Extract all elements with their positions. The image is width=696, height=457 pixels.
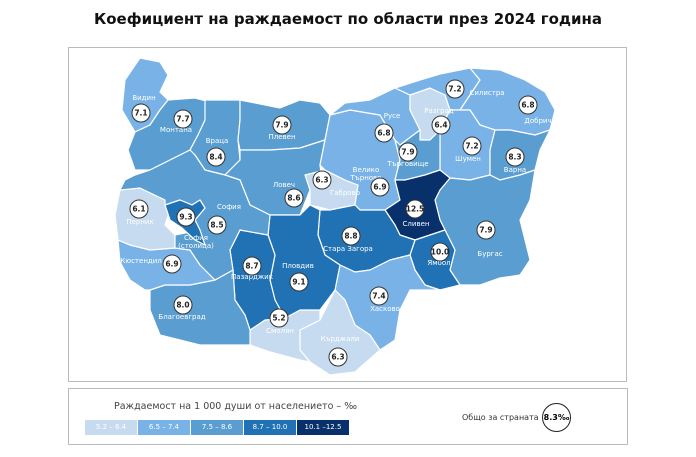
value-circle — [207, 215, 227, 235]
region-name: Варна — [504, 166, 526, 174]
page-title: Коефициент на раждаемост по области през… — [93, 10, 603, 28]
value-circle — [405, 199, 425, 219]
region-value: 8.3 — [508, 153, 521, 162]
region-name: Габрово — [330, 189, 360, 197]
region-name: Велико — [353, 166, 380, 174]
region-value: 7.9 — [479, 226, 492, 235]
region-value: 9.1 — [292, 278, 305, 287]
region-name: Търговище — [386, 160, 428, 168]
region-name: Смолян — [266, 327, 294, 335]
value-circle — [176, 207, 196, 227]
region-value: 6.4 — [434, 121, 447, 130]
value-circle — [476, 220, 496, 240]
region-value: 6.3 — [315, 176, 328, 185]
value-circle — [328, 347, 348, 367]
value-circle — [462, 136, 482, 156]
value-circle — [430, 242, 450, 262]
region-name: Пазарджик — [231, 273, 273, 281]
value-circle — [312, 170, 332, 190]
region-value: 8.7 — [245, 262, 258, 271]
region-value: 5.2 — [272, 314, 285, 323]
region-value: 12.5 — [406, 205, 425, 214]
region-name: Монтана — [160, 126, 192, 134]
value-circle — [369, 286, 389, 306]
region-name: Плевен — [268, 133, 295, 141]
region-name: Перник — [126, 218, 153, 226]
region-name: София — [184, 234, 208, 242]
region-value: 7.9 — [275, 121, 288, 130]
region-value: 6.8 — [377, 129, 390, 138]
region-name: Ловеч — [273, 181, 295, 189]
region-value: 8.0 — [176, 301, 189, 310]
value-circle — [445, 79, 465, 99]
region-value: 8.6 — [287, 194, 300, 203]
region-name: Шумен — [455, 155, 481, 163]
value-circle — [272, 115, 292, 135]
region-name: Търново — [350, 174, 382, 182]
value-circle — [269, 308, 289, 328]
legend: Раждаемост на 1 000 души от населението … — [68, 388, 628, 445]
region-name: Стара Загора — [323, 245, 373, 253]
region-value: 6.9 — [165, 260, 178, 269]
region-name: Добрич — [524, 117, 551, 125]
region-value: 7.7 — [176, 115, 189, 124]
legend-bin: 10.1 –12.5 — [297, 420, 349, 435]
value-circle — [129, 199, 149, 219]
region-name: Благоевград — [158, 313, 205, 321]
value-circle — [131, 103, 151, 123]
region-name: Русе — [384, 112, 401, 120]
region-value: 7.9 — [401, 148, 414, 157]
region-value: 7.1 — [134, 109, 147, 118]
region-value: 8.5 — [210, 221, 223, 230]
legend-bin: 5.2 – 6.4 — [85, 420, 137, 435]
region-value: 6.3 — [331, 353, 344, 362]
region-name: Разград — [424, 107, 454, 115]
value-circle — [162, 254, 182, 274]
legend-bin: 8.7 – 10.0 — [244, 420, 296, 435]
value-circle — [431, 115, 451, 135]
region-name: Ямбол — [427, 259, 450, 267]
value-circle — [398, 142, 418, 162]
value-circle — [370, 177, 390, 197]
region-value: 6.9 — [373, 183, 386, 192]
region-value: 7.2 — [465, 142, 478, 151]
value-circle — [341, 226, 361, 246]
region-name: Кърджали — [321, 335, 360, 343]
region-name: Сливен — [403, 220, 430, 228]
value-circle — [505, 147, 525, 167]
region-value: 8.8 — [344, 232, 357, 241]
legend-title: Раждаемост на 1 000 души от населението … — [114, 401, 357, 412]
value-circle — [173, 295, 193, 315]
value-circle — [518, 95, 538, 115]
region-name: Хасково — [370, 305, 400, 313]
value-circle — [289, 272, 309, 292]
region-name: Пловдив — [282, 262, 314, 270]
region-value: 7.2 — [448, 85, 461, 94]
region-value: 7.4 — [372, 292, 385, 301]
region-name: Враца — [206, 137, 229, 145]
legend-bin: 7.5 – 8.6 — [191, 420, 243, 435]
value-circle — [284, 188, 304, 208]
region-name: Бургас — [477, 250, 502, 258]
region-value: 10.0 — [431, 248, 450, 257]
total-value: 8.3‰ — [542, 403, 571, 432]
value-circle — [206, 147, 226, 167]
region-value: 6.1 — [132, 205, 145, 214]
value-circle — [242, 256, 262, 276]
region-name: София — [217, 203, 241, 211]
region-name: (столица) — [178, 242, 214, 250]
legend-bin: 6.5 – 7.4 — [138, 420, 190, 435]
region-value: 8.4 — [209, 153, 222, 162]
region-name: Видин — [132, 94, 155, 102]
region-value: 6.8 — [521, 101, 534, 110]
region-name: Силистра — [469, 89, 504, 97]
map-frame — [68, 47, 627, 382]
value-circle — [173, 109, 193, 129]
region-name: Кюстендил — [120, 257, 162, 265]
region-value: 9.3 — [179, 213, 192, 222]
total-label: Общо за страната — [462, 413, 539, 422]
legend-bins: 5.2 – 6.4 6.5 – 7.4 7.5 – 8.6 8.7 – 10.0… — [85, 420, 350, 435]
value-circle — [374, 123, 394, 143]
